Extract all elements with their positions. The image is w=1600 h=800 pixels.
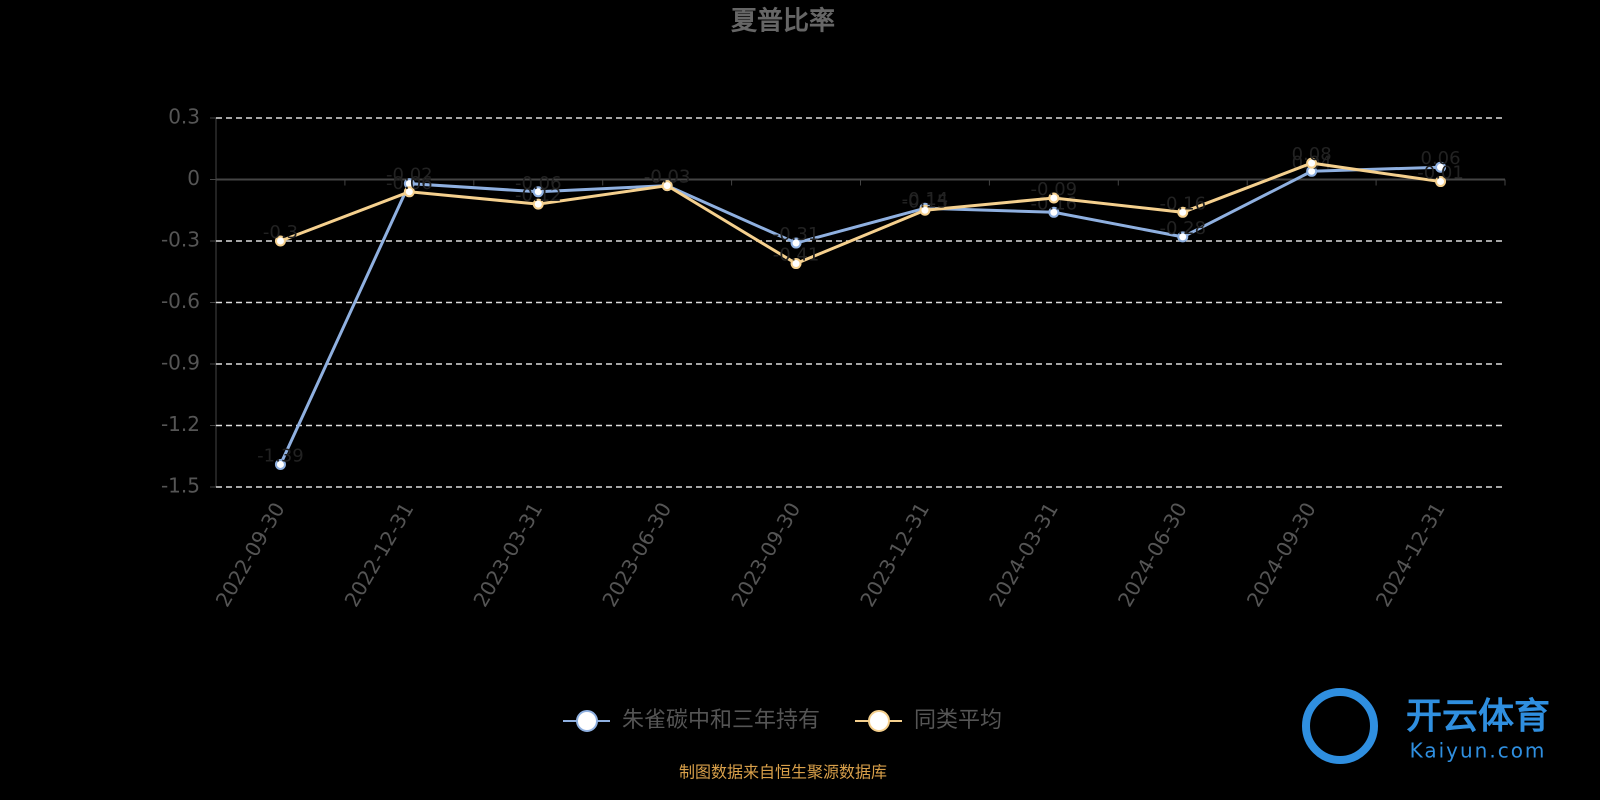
- point: [274, 235, 286, 247]
- data-label: -0.14: [902, 189, 949, 210]
- y-tick-label: -1.2: [161, 412, 200, 436]
- legend-marker: [576, 710, 598, 732]
- point: [532, 186, 544, 198]
- watermark-site: Kaiyun.com: [1410, 739, 1547, 763]
- data-label: -0.02: [386, 165, 433, 186]
- point: [1177, 206, 1189, 218]
- point: [1048, 192, 1060, 204]
- data-label: 0.08: [1292, 144, 1332, 165]
- data-label: -0.09: [1031, 179, 1078, 200]
- y-tick-label: 0.3: [168, 105, 200, 129]
- y-tick-label: -0.6: [161, 289, 200, 313]
- series-line: [279, 161, 1441, 266]
- data-label: 0.06: [1421, 148, 1461, 169]
- point: [1435, 176, 1447, 188]
- y-tick-label: -1.5: [161, 474, 200, 498]
- data-label: -0.3: [263, 222, 298, 243]
- legend-label: 朱雀碳中和三年持有: [622, 708, 820, 733]
- y-tick-label: -0.9: [161, 351, 200, 375]
- data-label: -0.03: [644, 167, 691, 188]
- data-label: -0.06: [515, 173, 562, 194]
- point: [532, 198, 544, 210]
- series-line: [279, 165, 1441, 466]
- y-tick-label: -0.3: [161, 228, 200, 252]
- data-label: -0.12: [515, 185, 562, 206]
- point: [790, 237, 802, 249]
- data-label: -0.41: [773, 245, 820, 266]
- watermark-brand: 开云体育: [1406, 696, 1550, 737]
- data-label: -0.03: [644, 167, 691, 188]
- watermark-logo: [1302, 688, 1378, 764]
- legend-marker: [868, 710, 890, 732]
- point: [919, 204, 931, 216]
- data-label: -0.15: [902, 191, 949, 212]
- chart-title: 夏普比率: [731, 6, 835, 37]
- point: [1435, 161, 1447, 173]
- data-label: -0.28: [1159, 218, 1206, 239]
- point: [274, 458, 286, 470]
- data-label: -0.16: [1159, 193, 1206, 214]
- point: [661, 180, 673, 192]
- data-label: -0.31: [773, 224, 820, 245]
- y-tick-label: 0: [187, 166, 200, 190]
- point: [403, 186, 415, 198]
- data-label: -0.01: [1417, 163, 1464, 184]
- legend-label: 同类平均: [914, 708, 1002, 733]
- point: [1177, 231, 1189, 243]
- footer: 制图数据来自恒生聚源数据库: [679, 763, 887, 782]
- point: [1048, 206, 1060, 218]
- data-label: -0.06: [386, 173, 433, 194]
- point: [790, 258, 802, 270]
- point: [1306, 157, 1318, 169]
- data-label: -1.39: [257, 445, 304, 466]
